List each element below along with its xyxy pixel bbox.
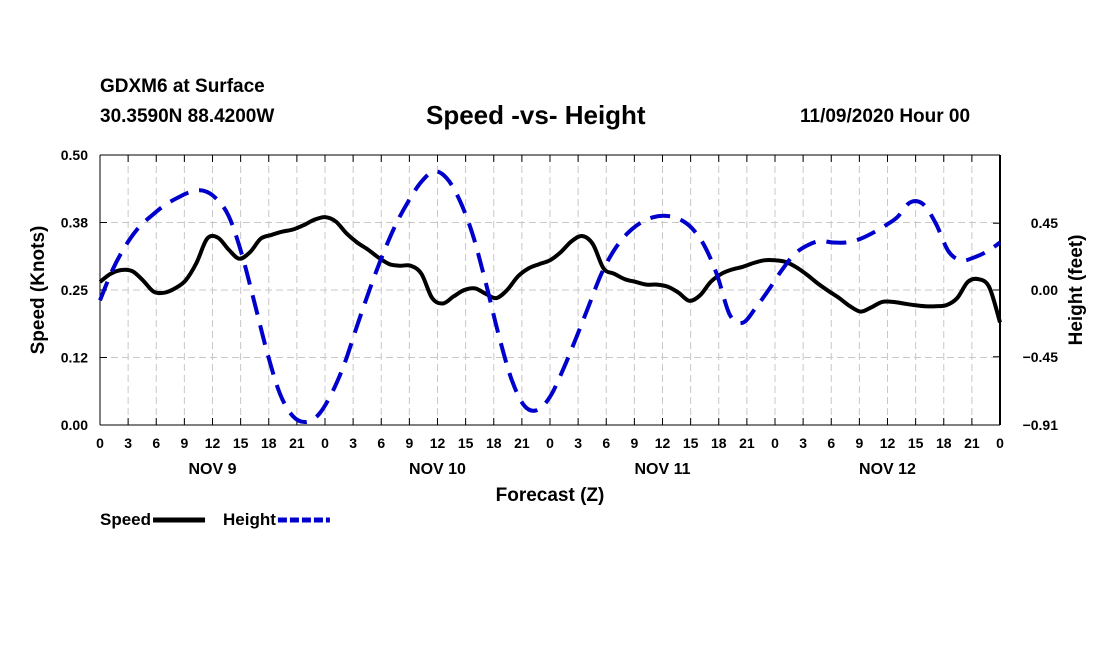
x-tick-label: 6 [152,435,160,451]
y-tick-label: 0.25 [61,282,88,298]
x-tick-label: 18 [261,435,277,451]
x-tick-label: 21 [739,435,755,451]
x-tick-label: 0 [771,435,779,451]
x-tick-label: 12 [205,435,221,451]
y2-tick-label: −0.91 [1023,417,1059,433]
coordinates-label: 30.3590N 88.4200W [100,106,275,127]
chart-title: Speed -vs- Height [426,100,646,130]
chart-ticks [99,154,1001,426]
x-tick-label: 21 [514,435,530,451]
x-tick-label: 21 [964,435,980,451]
chart-labels: 0 3 6 9 12 15 18 21 0 3 6 9 12 15 18 21 0 3 6 9 12 15 18 21 0 3 6 9… [28,147,1087,506]
y-axis-title: Speed (Knots) [28,226,49,355]
station-label: GDXM6 at Surface [100,76,265,97]
y2-tick-label: −0.45 [1023,349,1059,365]
x-tick-label: 9 [630,435,638,451]
x-tick-label: 12 [880,435,896,451]
x-tick-label: 12 [655,435,671,451]
legend-speed-label: Speed [100,510,151,529]
x-tick-label: 15 [683,435,699,451]
x-tick-label: 0 [96,435,104,451]
x-tick-label: 0 [321,435,329,451]
datetime-label: 11/09/2020 Hour 00 [800,106,971,127]
day-label: NOV 10 [409,461,466,478]
height-series-line [98,169,1002,425]
y-tick-label: 0.00 [61,417,88,433]
x-tick-label: 15 [233,435,249,451]
y-tick-label: 0.12 [61,350,88,366]
y2-tick-label: 0.45 [1031,215,1058,231]
chart-series [98,169,1002,425]
x-axis-title: Forecast (Z) [496,485,605,506]
x-tick-label: 12 [430,435,446,451]
y2-axis-title: Height (feet) [1066,235,1087,346]
chart-grid [100,155,1000,425]
x-tick-label: 21 [289,435,305,451]
day-label: NOV 9 [188,461,236,478]
x-tick-label: 15 [908,435,924,451]
x-tick-label: 3 [349,435,357,451]
x-tick-label: 0 [546,435,554,451]
x-tick-label: 18 [936,435,952,451]
x-tick-label: 6 [827,435,835,451]
speed-series-line [98,215,1002,323]
x-tick-label: 18 [486,435,502,451]
x-tick-label: 0 [996,435,1004,451]
y2-tick-label: 0.00 [1031,282,1058,298]
x-tick-label: 15 [458,435,474,451]
x-tick-label: 9 [180,435,188,451]
x-tick-label: 18 [711,435,727,451]
x-tick-label: 3 [124,435,132,451]
y-tick-label: 0.50 [61,147,88,163]
chart-legend: Speed Height [100,510,330,529]
x-tick-label: 3 [574,435,582,451]
x-tick-label: 9 [855,435,863,451]
day-label: NOV 11 [634,461,690,478]
x-tick-label: 6 [377,435,385,451]
x-tick-label: 6 [602,435,610,451]
day-label: NOV 12 [859,461,916,478]
x-tick-label: 3 [799,435,807,451]
x-tick-label: 9 [405,435,413,451]
legend-height-label: Height [223,510,276,529]
y-tick-label: 0.38 [61,215,88,231]
